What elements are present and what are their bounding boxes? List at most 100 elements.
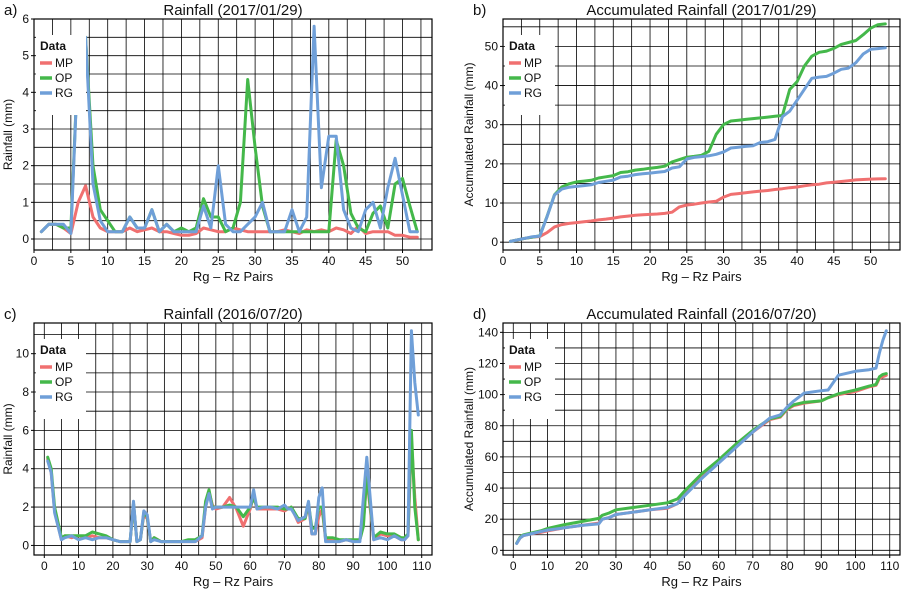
series-line-rg bbox=[39, 24, 419, 235]
x-tick-label: 50 bbox=[396, 254, 410, 268]
y-tick-label: 6 bbox=[22, 12, 29, 26]
x-tick-label: 20 bbox=[175, 254, 189, 268]
x-tick-label: 20 bbox=[643, 254, 657, 268]
x-tick-label: 15 bbox=[607, 254, 621, 268]
legend-label-mp: MP bbox=[524, 56, 542, 70]
legend-box bbox=[505, 35, 555, 115]
x-tick-label: 25 bbox=[680, 254, 694, 268]
legend-title: Data bbox=[40, 39, 66, 53]
y-tick-label: 30 bbox=[485, 118, 499, 132]
y-tick-label: 5 bbox=[22, 49, 29, 63]
y-tick-label: 4 bbox=[22, 85, 29, 99]
x-tick-label: 30 bbox=[248, 254, 262, 268]
x-tick-label: 20 bbox=[106, 559, 120, 573]
x-tick-label: 35 bbox=[285, 254, 299, 268]
x-tick-label: 10 bbox=[101, 254, 115, 268]
legend-label-rg: RG bbox=[524, 390, 542, 404]
panel-d: 0 10 20 30 40 50 60 70 80 90 100 110 0 20 40 60 80 100 120… bbox=[462, 306, 901, 589]
x-axis-label: Rg – Rz Pairs bbox=[193, 269, 274, 284]
x-tick-label: 10 bbox=[541, 559, 555, 573]
legend-box bbox=[505, 339, 555, 419]
x-tick-label: 10 bbox=[72, 559, 86, 573]
y-tick-label: 120 bbox=[478, 356, 498, 370]
y-tick-label: 140 bbox=[478, 325, 498, 339]
x-axis-label: Rg – Rz Pairs bbox=[661, 574, 742, 589]
y-tick-label: 60 bbox=[485, 450, 499, 464]
x-tick-label: 30 bbox=[141, 559, 155, 573]
legend-label-mp: MP bbox=[55, 56, 73, 70]
x-tick-label: 10 bbox=[570, 254, 584, 268]
legend-label-rg: RG bbox=[55, 390, 73, 404]
x-tick-label: 100 bbox=[845, 559, 865, 573]
x-tick-label: 100 bbox=[377, 559, 397, 573]
plot-frame bbox=[33, 18, 433, 251]
legend-box bbox=[36, 339, 86, 419]
legend-label-mp: MP bbox=[524, 360, 542, 374]
y-tick-label: 10 bbox=[485, 196, 499, 210]
y-tick-label: 1 bbox=[22, 195, 29, 209]
x-tick-label: 0 bbox=[31, 254, 38, 268]
panel-letter: a) bbox=[4, 2, 17, 19]
legend-label-op: OP bbox=[55, 375, 72, 389]
panel-letter: b) bbox=[473, 2, 486, 19]
x-tick-label: 40 bbox=[322, 254, 336, 268]
x-tick-label: 0 bbox=[510, 559, 517, 573]
legend-box bbox=[36, 35, 86, 115]
legend-label-op: OP bbox=[524, 375, 541, 389]
legend-title: Data bbox=[40, 343, 66, 357]
plot-frame bbox=[502, 18, 901, 251]
y-tick-label: 6 bbox=[22, 423, 29, 437]
y-axis-label: Rainfall (mm) bbox=[1, 403, 15, 474]
legend-label-op: OP bbox=[55, 71, 72, 85]
x-tick-label: 35 bbox=[754, 254, 768, 268]
y-tick-label: 20 bbox=[485, 512, 499, 526]
plot-frame bbox=[502, 322, 901, 556]
y-tick-label: 20 bbox=[485, 157, 499, 171]
x-tick-label: 25 bbox=[212, 254, 226, 268]
x-tick-label: 110 bbox=[880, 559, 899, 573]
x-tick-label: 40 bbox=[643, 559, 657, 573]
y-tick-label: 0 bbox=[22, 232, 29, 246]
plot-area bbox=[503, 19, 900, 250]
x-axis-label: Rg – Rz Pairs bbox=[193, 574, 274, 589]
x-tick-label: 0 bbox=[500, 254, 507, 268]
panel-letter: c) bbox=[4, 306, 17, 323]
panel-title: Rainfall (2016/07/20) bbox=[163, 306, 302, 323]
x-axis-label: Rg – Rz Pairs bbox=[661, 269, 742, 284]
x-tick-label: 110 bbox=[412, 559, 431, 573]
x-tick-label: 45 bbox=[359, 254, 373, 268]
series-line-rg bbox=[515, 329, 888, 545]
x-tick-label: 5 bbox=[536, 254, 543, 268]
y-axis-label: Rainfall (mm) bbox=[1, 99, 15, 170]
series-line-rg bbox=[46, 329, 420, 544]
x-tick-label: 30 bbox=[609, 559, 623, 573]
panel-c: 0 10 20 30 40 50 60 70 80 90 100 110 0 2 4 6 8 10 Data MPOP… bbox=[1, 306, 433, 589]
panel-title: Accumulated Rainfall (2017/01/29) bbox=[586, 2, 816, 19]
x-tick-label: 50 bbox=[678, 559, 692, 573]
legend-label-op: OP bbox=[524, 71, 541, 85]
x-tick-label: 50 bbox=[209, 559, 223, 573]
y-tick-label: 0 bbox=[22, 538, 29, 552]
series-line-op bbox=[515, 372, 888, 545]
legend-label-rg: RG bbox=[524, 86, 542, 100]
legend-label-rg: RG bbox=[55, 86, 73, 100]
plot-frame bbox=[33, 322, 433, 556]
x-tick-label: 90 bbox=[815, 559, 829, 573]
x-tick-label: 90 bbox=[346, 559, 360, 573]
x-tick-label: 40 bbox=[790, 254, 804, 268]
x-tick-label: 45 bbox=[827, 254, 841, 268]
legend-title: Data bbox=[509, 343, 535, 357]
legend-label-mp: MP bbox=[55, 360, 73, 374]
y-axis-label: Accumulated Rainfall (mm) bbox=[462, 62, 476, 206]
x-tick-label: 30 bbox=[717, 254, 731, 268]
x-tick-label: 80 bbox=[312, 559, 326, 573]
panel-title: Accumulated Rainfall (2016/07/20) bbox=[586, 306, 816, 323]
x-tick-label: 50 bbox=[864, 254, 878, 268]
x-tick-label: 60 bbox=[712, 559, 726, 573]
panel-title: Rainfall (2017/01/29) bbox=[163, 2, 302, 19]
